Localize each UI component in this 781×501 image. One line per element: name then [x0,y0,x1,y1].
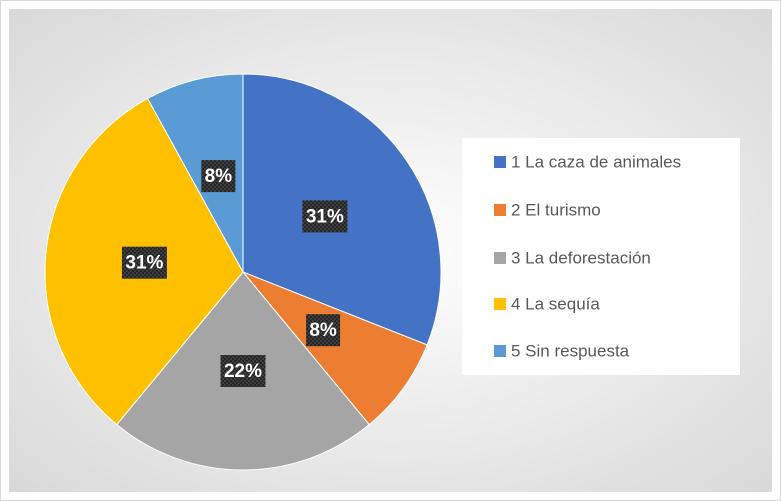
data-label: 31% [125,253,163,274]
legend-swatch [494,204,506,216]
data-label: 22% [224,361,262,382]
legend-label: 5 Sin respuesta [511,341,630,360]
legend-swatch [494,252,506,264]
pie-slice [146,73,244,273]
data-label-box [306,314,341,347]
data-label-box [220,355,266,387]
data-label-box [201,160,236,193]
legend-swatch [494,298,506,310]
data-label: 31% [306,206,344,227]
legend-swatch [494,345,506,357]
legend-label: 2 El turismo [511,200,601,219]
data-label-box [121,246,167,279]
pie-slice [242,271,428,426]
legend-label: 1 La caza de animales [511,152,681,171]
data-label-box [302,200,348,233]
data-label: 8% [205,166,233,187]
legend-swatch [494,156,506,168]
legend-label: 3 La deforestación [511,248,651,267]
legend-label: 4 La sequía [511,294,600,313]
legend-box [462,138,740,375]
data-label: 8% [309,320,337,341]
